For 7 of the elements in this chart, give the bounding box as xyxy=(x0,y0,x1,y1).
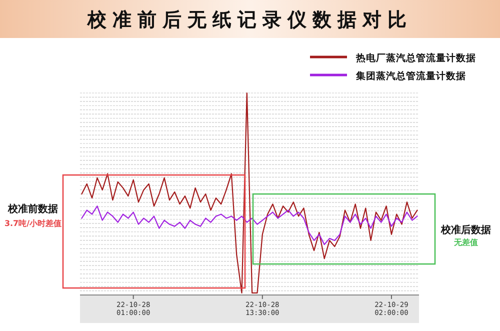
text: 3.7吨/小时差值 xyxy=(4,219,62,228)
chart-title: 校准前后无纸记录仪数据对比 xyxy=(86,9,412,31)
text: 无差值 xyxy=(453,238,478,247)
legend-label: 集团蒸汽总管流量计数据 xyxy=(355,70,466,82)
legend-label: 热电厂蒸汽总管流量计数据 xyxy=(355,52,476,64)
text: 校准后数据 xyxy=(440,224,491,236)
text: 校准前数据 xyxy=(7,203,58,215)
